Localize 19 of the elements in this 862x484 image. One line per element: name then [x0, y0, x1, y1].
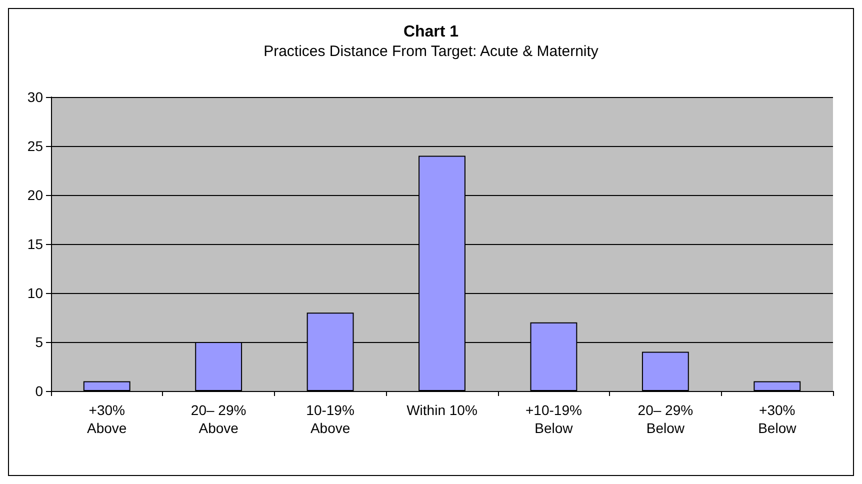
x-tick-label: +10-19% Below — [525, 402, 582, 436]
y-tick-label: 5 — [35, 334, 44, 350]
y-tick-label: 15 — [27, 236, 44, 252]
x-tick-label: 10-19% Above — [306, 402, 354, 436]
x-tick-label: 20– 29% Below — [638, 402, 694, 436]
bar — [754, 381, 801, 391]
x-tick-label: +30% Below — [758, 402, 798, 436]
y-tick-label: 0 — [35, 383, 44, 399]
y-tick-label: 30 — [27, 89, 44, 105]
x-tick-label: 20– 29% Above — [190, 402, 246, 436]
x-tick-label: +30% Above — [87, 402, 127, 436]
y-tick-label: 10 — [27, 285, 44, 301]
bar — [83, 381, 130, 391]
x-tick-label: Within 10% — [406, 402, 478, 418]
y-tick-label: 20 — [27, 187, 44, 203]
bar — [642, 352, 689, 391]
chart-subtitle: Practices Distance From Target: Acute & Maternity — [264, 43, 599, 60]
chart-title: Chart 1 — [403, 24, 459, 40]
y-tick-label: 25 — [27, 138, 44, 154]
